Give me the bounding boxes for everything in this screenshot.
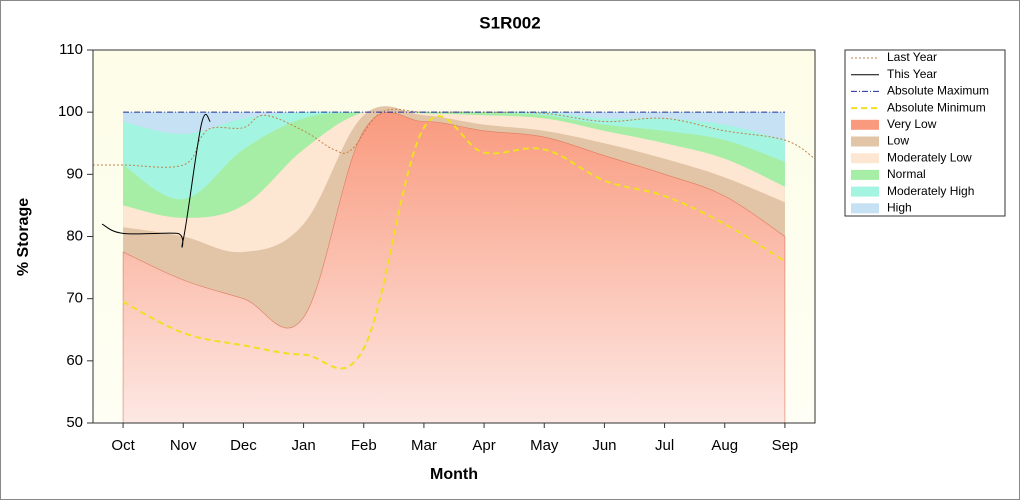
x-tick-label: Nov (170, 437, 197, 454)
y-tick-label: 70 (66, 290, 83, 307)
series-line (93, 108, 816, 168)
legend-swatch (851, 119, 879, 130)
x-tick-label: May (530, 437, 559, 454)
legend-label: Moderately Low (887, 150, 972, 164)
legend-swatch (851, 169, 879, 180)
y-tick-label: 60 (66, 352, 83, 369)
x-tick-label: Aug (711, 437, 738, 454)
legend-label: This Year (887, 67, 937, 81)
series-line (101, 113, 211, 248)
legend-label: Last Year (887, 50, 937, 64)
x-tick-label: Dec (230, 437, 257, 454)
x-tick-label: Feb (351, 437, 377, 454)
legend-label: Absolute Maximum (887, 84, 989, 98)
legend-swatch (851, 203, 879, 214)
legend-swatch (851, 136, 879, 147)
y-tick-label: 90 (66, 165, 83, 182)
legend-label: Absolute Minimum (887, 100, 986, 114)
x-tick-label: Sep (772, 437, 799, 454)
series-line (122, 115, 786, 370)
x-tick-label: Jan (291, 437, 315, 454)
band-area (122, 112, 786, 424)
x-axis-label: Month (430, 466, 478, 483)
x-tick-label: Oct (111, 437, 135, 454)
legend-label: Very Low (887, 117, 937, 131)
y-axis-label: % Storage (15, 198, 32, 276)
legend-label: High (887, 200, 912, 214)
legend-label: Moderately High (887, 184, 974, 198)
chart-title: S1R002 (479, 13, 540, 32)
legend-swatch (851, 153, 879, 164)
x-tick-label: Jun (592, 437, 616, 454)
legend-entries: Last Year This Year Absolute Maximum Absolu… (851, 50, 989, 214)
x-tick-label: Mar (411, 437, 437, 454)
y-tick-label: 50 (66, 414, 83, 431)
y-tick-label: 100 (58, 103, 83, 120)
legend-label: Low (887, 134, 909, 148)
x-tick-label: Jul (655, 437, 674, 454)
plot-area (93, 106, 816, 424)
legend-label: Normal (887, 167, 926, 181)
y-tick-label: 110 (59, 41, 83, 58)
legend-swatch (851, 186, 879, 197)
y-tick-label: 80 (66, 227, 83, 244)
x-tick-label: Apr (472, 437, 495, 454)
